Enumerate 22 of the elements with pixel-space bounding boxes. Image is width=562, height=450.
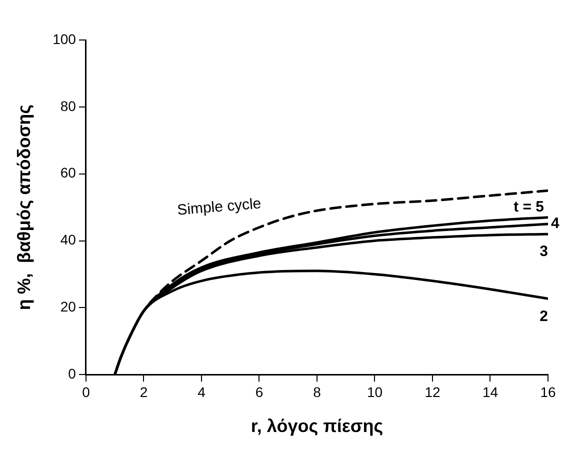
y-tick-label: 40	[60, 232, 76, 248]
x-tick-label: 4	[198, 384, 206, 400]
series-label: 4	[551, 215, 560, 232]
x-tick-label: 16	[540, 384, 556, 400]
series-label: 2	[540, 308, 548, 325]
y-tick-label: 0	[68, 365, 76, 382]
x-tick-label: 14	[482, 384, 498, 400]
x-tick-label: 6	[255, 384, 264, 400]
series-label: 3	[540, 243, 548, 260]
y-tick-label: 60	[60, 164, 76, 181]
y-axis-title: η %, βαθμός απόδοσης	[14, 104, 34, 310]
x-axis-title: r, λόγος πίεσης	[250, 416, 384, 436]
x-tick-label: 0	[82, 384, 90, 400]
y-tick-label: 100	[52, 30, 76, 47]
x-tick-label: 2	[140, 384, 148, 400]
y-tick-label: 80	[60, 98, 76, 114]
series-label: Simple cycle	[176, 195, 262, 219]
y-tick-label: 20	[60, 298, 76, 315]
x-tick-label: 12	[424, 384, 440, 400]
series-label: t = 5	[514, 198, 544, 216]
x-tick-label: 8	[313, 384, 322, 400]
x-tick-label: 10	[366, 384, 383, 400]
